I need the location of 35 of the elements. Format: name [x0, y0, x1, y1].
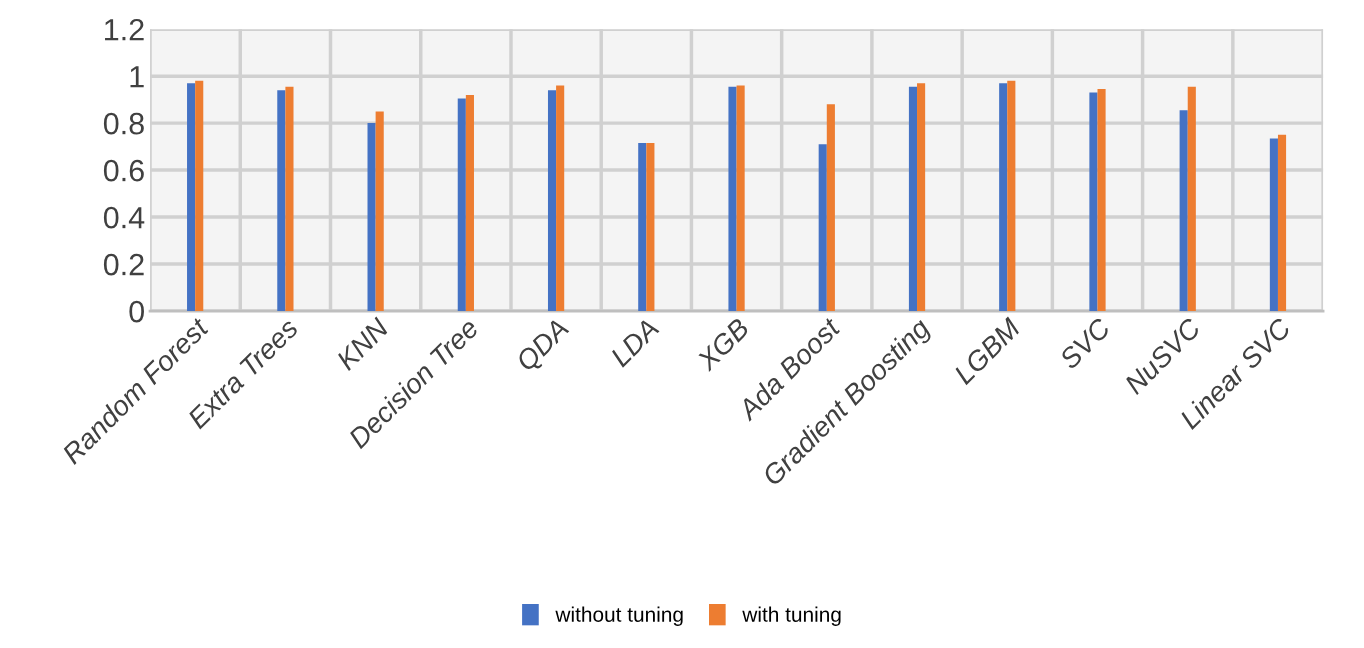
bar [465, 94, 474, 312]
bar [826, 104, 835, 312]
legend-label: without tuning [555, 606, 683, 627]
y-tick-label: 0.8 [103, 112, 144, 135]
bar [1269, 138, 1278, 312]
bar [646, 143, 655, 312]
bar [547, 90, 557, 312]
bar [375, 111, 384, 312]
y-tick-label: 0.4 [103, 206, 145, 229]
bar [728, 86, 737, 312]
bar [1187, 86, 1196, 312]
bar [917, 83, 926, 312]
bar [277, 90, 286, 312]
bar [556, 85, 565, 312]
legend-label: with tuning [742, 606, 841, 627]
bar [1007, 80, 1016, 312]
bar [1097, 89, 1106, 312]
y-tick-label: 0.6 [103, 159, 144, 182]
bar [285, 86, 294, 312]
y-tick-label: 0.2 [103, 253, 144, 276]
bar [367, 123, 376, 312]
y-tick-label: 0 [129, 300, 144, 323]
bar [638, 143, 647, 312]
bar [187, 83, 196, 312]
bar [195, 80, 204, 312]
bar [1277, 134, 1287, 312]
bar [1089, 92, 1098, 312]
bar [999, 83, 1008, 312]
bar [818, 144, 827, 312]
y-tick-label: 1 [130, 66, 144, 88]
bar [457, 98, 466, 312]
bar [736, 85, 745, 312]
bar [1179, 110, 1188, 312]
bar [908, 86, 918, 312]
y-tick-label: 1.2 [105, 18, 144, 41]
